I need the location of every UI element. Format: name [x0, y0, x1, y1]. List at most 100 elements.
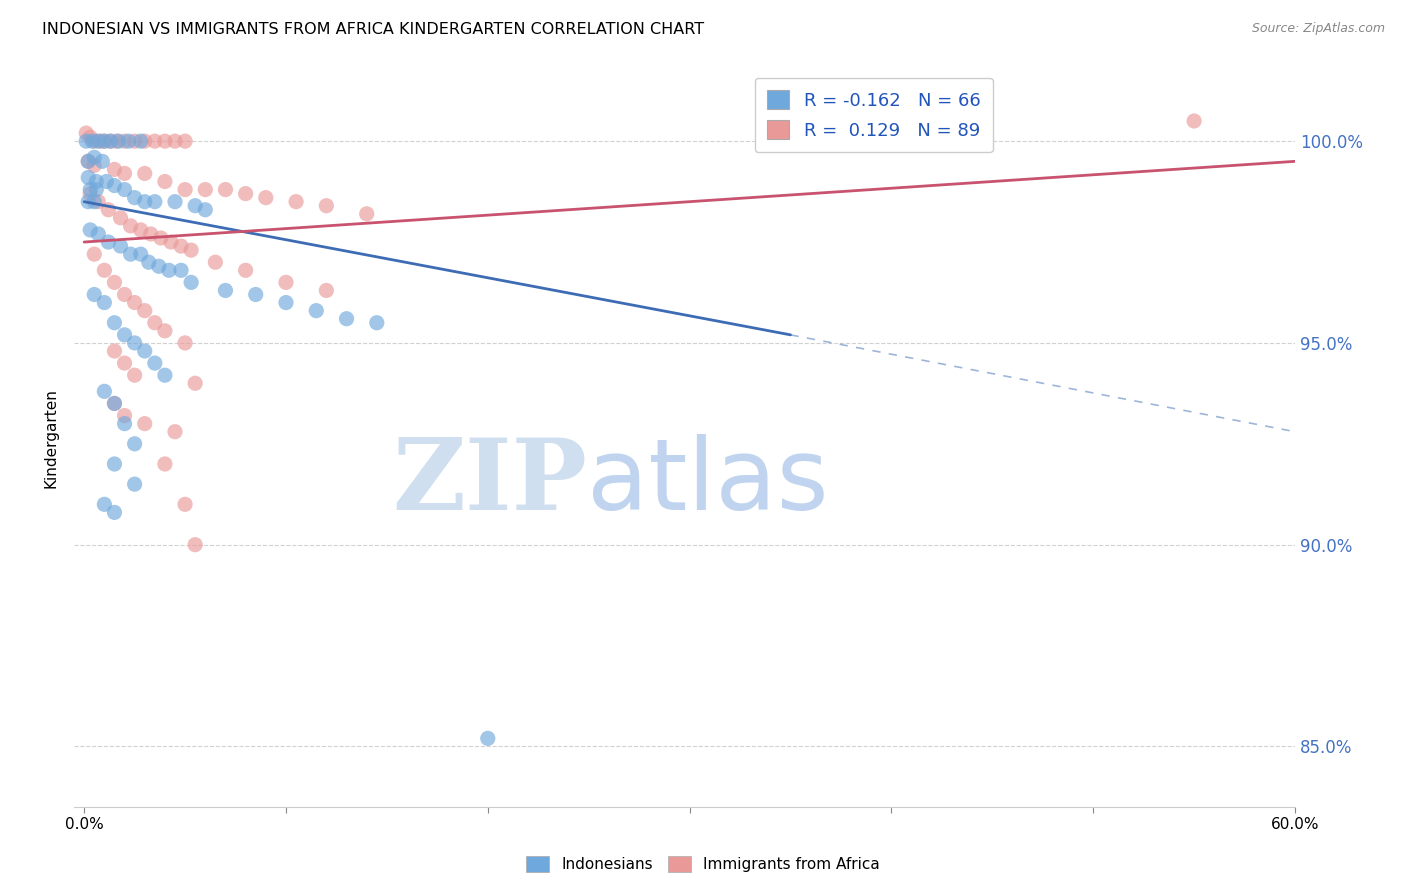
- Point: [120, 219, 142, 233]
- Point: [184, 376, 207, 391]
- Point: [149, 231, 172, 245]
- Point: [129, 223, 152, 237]
- Point: [103, 316, 125, 330]
- Point: [129, 134, 152, 148]
- Point: [477, 731, 499, 746]
- Text: ZIP: ZIP: [392, 434, 586, 531]
- Point: [214, 183, 236, 197]
- Point: [184, 538, 207, 552]
- Y-axis label: Kindergarten: Kindergarten: [44, 388, 58, 488]
- Point: [83, 150, 105, 164]
- Point: [114, 183, 136, 197]
- Point: [110, 211, 132, 225]
- Point: [103, 178, 125, 193]
- Point: [174, 497, 197, 511]
- Point: [83, 247, 105, 261]
- Point: [134, 134, 156, 148]
- Point: [124, 295, 146, 310]
- Point: [114, 356, 136, 370]
- Point: [93, 134, 115, 148]
- Point: [163, 194, 186, 209]
- Point: [174, 335, 197, 350]
- Point: [124, 134, 146, 148]
- Text: atlas: atlas: [586, 434, 828, 531]
- Point: [87, 194, 110, 209]
- Point: [124, 368, 146, 383]
- Point: [103, 162, 125, 177]
- Point: [93, 384, 115, 399]
- Point: [75, 134, 97, 148]
- Point: [235, 186, 257, 201]
- Point: [103, 396, 125, 410]
- Point: [153, 368, 176, 383]
- Point: [77, 154, 100, 169]
- Point: [134, 166, 156, 180]
- Point: [153, 324, 176, 338]
- Point: [163, 134, 186, 148]
- Point: [114, 166, 136, 180]
- Point: [84, 183, 107, 197]
- Point: [114, 134, 136, 148]
- Point: [114, 417, 136, 431]
- Point: [77, 154, 100, 169]
- Point: [254, 191, 277, 205]
- Point: [124, 477, 146, 491]
- Legend: R = -0.162   N = 66, R =  0.129   N = 89: R = -0.162 N = 66, R = 0.129 N = 89: [755, 78, 993, 153]
- Point: [214, 284, 236, 298]
- Point: [315, 284, 337, 298]
- Point: [143, 134, 166, 148]
- Point: [134, 194, 156, 209]
- Point: [143, 194, 166, 209]
- Point: [143, 316, 166, 330]
- Point: [93, 497, 115, 511]
- Point: [174, 134, 197, 148]
- Point: [170, 263, 193, 277]
- Text: Source: ZipAtlas.com: Source: ZipAtlas.com: [1251, 22, 1385, 36]
- Point: [180, 243, 202, 257]
- Point: [235, 263, 257, 277]
- Point: [160, 235, 183, 249]
- Point: [274, 276, 297, 290]
- Point: [204, 255, 226, 269]
- Point: [84, 174, 107, 188]
- Point: [87, 227, 110, 241]
- Point: [103, 396, 125, 410]
- Point: [77, 170, 100, 185]
- Point: [184, 199, 207, 213]
- Point: [143, 356, 166, 370]
- Point: [93, 263, 115, 277]
- Point: [139, 227, 162, 241]
- Point: [134, 303, 156, 318]
- Point: [124, 437, 146, 451]
- Point: [103, 343, 125, 358]
- Point: [148, 259, 170, 273]
- Point: [82, 134, 104, 148]
- Point: [79, 130, 101, 145]
- Point: [138, 255, 160, 269]
- Point: [77, 194, 100, 209]
- Point: [366, 316, 388, 330]
- Point: [105, 134, 128, 148]
- Point: [174, 183, 197, 197]
- Point: [97, 202, 120, 217]
- Point: [114, 327, 136, 342]
- Point: [245, 287, 267, 301]
- Point: [117, 134, 139, 148]
- Point: [285, 194, 308, 209]
- Point: [153, 134, 176, 148]
- Point: [170, 239, 193, 253]
- Point: [157, 263, 180, 277]
- Point: [103, 505, 125, 519]
- Point: [274, 295, 297, 310]
- Point: [153, 174, 176, 188]
- Text: INDONESIAN VS IMMIGRANTS FROM AFRICA KINDERGARTEN CORRELATION CHART: INDONESIAN VS IMMIGRANTS FROM AFRICA KIN…: [42, 22, 704, 37]
- Point: [83, 194, 105, 209]
- Point: [89, 134, 111, 148]
- Point: [91, 154, 114, 169]
- Point: [87, 134, 110, 148]
- Point: [129, 247, 152, 261]
- Point: [100, 134, 122, 148]
- Point: [107, 134, 129, 148]
- Point: [315, 199, 337, 213]
- Point: [163, 425, 186, 439]
